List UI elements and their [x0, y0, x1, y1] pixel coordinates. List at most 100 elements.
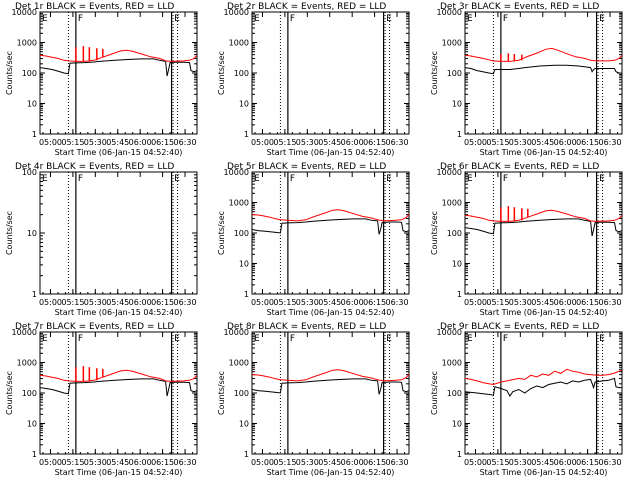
y-tick-label: 10000: [224, 168, 249, 177]
panel-det-3: Det 3r BLACK = Events, RED = LLD 1 10 100 10…: [430, 2, 623, 157]
y-tick-label: 1: [244, 450, 249, 459]
y-tick-label: 1: [244, 130, 249, 139]
lld-series-line: [464, 368, 623, 386]
y-tick-label: 100: [22, 389, 37, 398]
x-tick-label: 05:30: [296, 138, 319, 147]
y-tick-label: 1: [32, 290, 37, 299]
y-tick-label: 10000: [224, 328, 249, 337]
x-tick-label: 05:45: [318, 298, 341, 307]
x-tick-label: 05:45: [531, 138, 554, 147]
lld-series-line: [39, 49, 198, 62]
marker-label-e: E: [386, 174, 392, 184]
x-tick-label: 05:00: [251, 138, 274, 147]
lld-series-line: [464, 47, 623, 62]
panel-title: Det 2r BLACK = Events, RED = LLD: [227, 2, 386, 12]
y-tick-label: 100: [234, 69, 249, 78]
marker-label-e-left: E: [42, 174, 48, 184]
x-tick-label: 05:00: [464, 298, 487, 307]
x-tick-label: 05:45: [106, 298, 129, 307]
x-tick-label: 05:15: [61, 138, 84, 147]
y-tick-label: 100: [447, 229, 462, 238]
x-tick-label: 05:15: [61, 458, 84, 467]
x-tick-label: 05:30: [296, 298, 319, 307]
y-axis-label: Counts/sec: [430, 51, 439, 95]
y-tick-label: 10000: [224, 8, 249, 17]
x-tick-label: 05:00: [39, 138, 62, 147]
y-tick-label: 10: [27, 100, 37, 109]
x-tick-label: 05:00: [251, 458, 274, 467]
x-tick-label: 05:15: [486, 458, 509, 467]
x-tick-label: 05:30: [84, 138, 107, 147]
panel-title: Det 7r BLACK = Events, RED = LLD: [15, 322, 174, 332]
y-tick-label: 10000: [12, 8, 37, 17]
lld-series-line: [39, 369, 198, 382]
marker-label-e-left: E: [467, 334, 473, 344]
panel-det-5: Det 5r BLACK = Events, RED = LLD 1 10 100 10…: [217, 162, 410, 317]
x-tick-label: 06:15: [151, 138, 174, 147]
marker-label-e: E: [599, 334, 605, 344]
events-series-line: [39, 378, 198, 397]
y-tick-label: 10: [27, 229, 37, 238]
y-axis-label: Counts/sec: [5, 371, 14, 415]
x-tick-label: 05:15: [61, 298, 84, 307]
events-series-line: [464, 64, 622, 75]
y-tick-label: 1: [457, 290, 462, 299]
x-tick-label: 05:00: [464, 138, 487, 147]
y-axis-label: Counts/sec: [5, 51, 14, 95]
x-tick-label: 05:30: [509, 458, 532, 467]
marker-label-e-left: E: [42, 334, 48, 344]
marker-label-f: F: [290, 174, 295, 184]
y-axis-label: Counts/sec: [217, 371, 226, 415]
y-tick-label: 100: [234, 389, 249, 398]
y-axis-label: Counts/sec: [5, 211, 14, 255]
x-tick-label: 06:15: [576, 298, 599, 307]
x-axis-label: Start Time (06-Jan-15 04:52:40): [55, 148, 183, 157]
y-tick-label: 10: [27, 420, 37, 429]
y-tick-label: 10000: [12, 328, 37, 337]
marker-label-e: E: [174, 334, 180, 344]
x-tick-label: 05:00: [464, 458, 487, 467]
events-series-line: [251, 218, 410, 235]
panel-title: Det 8r BLACK = Events, RED = LLD: [227, 322, 386, 332]
y-tick-label: 1: [244, 290, 249, 299]
x-tick-label: 05:15: [486, 138, 509, 147]
marker-label-e-left: E: [254, 174, 260, 184]
x-tick-label: 05:15: [486, 298, 509, 307]
x-tick-label: 05:30: [509, 138, 532, 147]
x-tick-label: 06:15: [363, 138, 386, 147]
marker-label-f: F: [290, 14, 295, 24]
x-tick-label: 06:15: [151, 458, 174, 467]
x-tick-label: 06:00: [554, 458, 577, 467]
marker-label-e-left: E: [467, 14, 473, 24]
x-axis-label: Start Time (06-Jan-15 04:52:40): [480, 468, 608, 477]
y-tick-label: 10000: [437, 168, 462, 177]
x-tick-label: 06:30: [599, 458, 622, 467]
panel-det-8: Det 8r BLACK = Events, RED = LLD 1 10 100 10…: [217, 322, 410, 477]
x-tick-label: 05:00: [251, 298, 274, 307]
marker-label-e: E: [599, 174, 605, 184]
x-tick-label: 05:15: [273, 298, 296, 307]
panel-det-1: Det 1r BLACK = Events, RED = LLD 1 10 100 10…: [5, 2, 198, 157]
x-axis-label: Start Time (06-Jan-15 04:52:40): [267, 468, 395, 477]
lld-series-line: [251, 209, 410, 222]
y-tick-label: 1000: [229, 359, 249, 368]
marker-label-f: F: [503, 14, 508, 24]
events-series-line: [251, 378, 410, 395]
y-tick-label: 10: [452, 260, 462, 269]
x-tick-label: 05:15: [273, 138, 296, 147]
y-tick-label: 1000: [17, 359, 37, 368]
panel-det-2: Det 2r BLACK = Events, RED = LLD 1 10 100 10…: [217, 2, 410, 157]
x-axis-label: Start Time (06-Jan-15 04:52:40): [267, 308, 395, 317]
marker-label-e: E: [386, 334, 392, 344]
y-tick-label: 1: [32, 450, 37, 459]
x-tick-label: 05:45: [318, 458, 341, 467]
marker-label-e: E: [599, 14, 605, 24]
panel-title: Det 4r BLACK = Events, RED = LLD: [15, 162, 174, 172]
y-tick-label: 10: [452, 100, 462, 109]
x-tick-label: 06:15: [151, 298, 174, 307]
x-tick-label: 06:00: [554, 138, 577, 147]
x-tick-label: 05:00: [39, 298, 62, 307]
y-tick-label: 1: [32, 130, 37, 139]
x-tick-label: 05:15: [273, 458, 296, 467]
marker-label-f: F: [290, 334, 295, 344]
